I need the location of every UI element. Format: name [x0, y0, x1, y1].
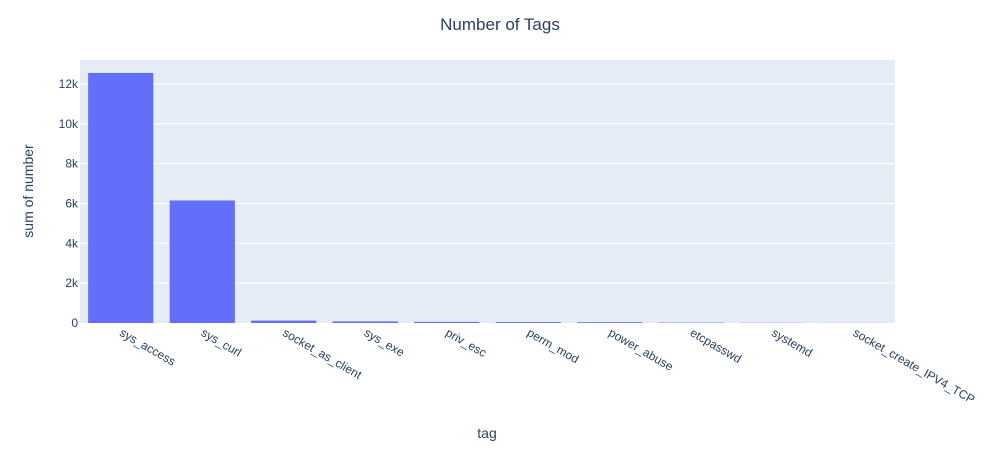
x-tick-label: priv_esc [443, 325, 489, 359]
y-tick-label: 0 [71, 316, 78, 330]
bar[interactable] [577, 322, 643, 323]
bar[interactable] [414, 321, 480, 323]
bar[interactable] [169, 200, 235, 323]
y-tick-label: 10k [59, 117, 79, 131]
bar[interactable] [332, 321, 398, 323]
x-tick-label: power_abuse [606, 325, 676, 373]
bars [88, 72, 887, 323]
y-tick-label: 4k [65, 236, 79, 250]
y-tick-labels: 0 2k 4k 6k 8k 10k 12k [59, 77, 79, 330]
y-tick-label: 6k [65, 196, 79, 210]
x-tick-label: sys_exe [362, 325, 407, 359]
y-tick-label: 2k [65, 276, 79, 290]
y-axis-title: sum of number [20, 144, 36, 238]
bar[interactable] [251, 320, 317, 323]
x-tick-label: sys_curl [199, 325, 244, 359]
x-tick-label: sys_access [117, 325, 178, 368]
y-tick-label: 12k [59, 77, 79, 91]
chart-title: Number of Tags [440, 15, 560, 34]
bar[interactable] [88, 72, 154, 323]
bar[interactable] [495, 322, 561, 323]
x-tick-label: systemd [769, 325, 815, 359]
y-tick-label: 8k [65, 157, 79, 171]
x-tick-label: socket_create_IPV4_TCP [851, 325, 978, 406]
x-tick-labels: sys_access sys_curl socket_as_clientsys_ex… [117, 325, 977, 406]
x-axis-title: tag [477, 425, 496, 441]
x-tick-label: etcpasswd [688, 325, 744, 365]
x-tick-label: socket_as_client [280, 325, 364, 382]
x-tick-label: perm_mod [525, 325, 582, 366]
